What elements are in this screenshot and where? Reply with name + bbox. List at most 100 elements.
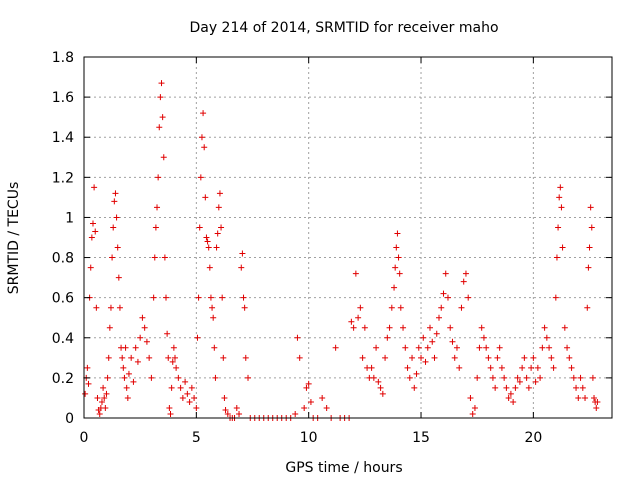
data-point	[163, 294, 170, 301]
data-point	[220, 354, 227, 361]
data-point	[152, 224, 159, 231]
data-point	[514, 374, 521, 381]
data-point	[478, 324, 485, 331]
data-point	[134, 358, 141, 365]
y-tick-label: 0.6	[52, 291, 74, 307]
data-point	[184, 390, 191, 397]
data-point	[418, 354, 425, 361]
data-point	[124, 394, 131, 401]
data-point	[585, 264, 592, 271]
data-point	[161, 254, 168, 261]
data-point	[85, 380, 92, 387]
data-point	[91, 184, 98, 191]
y-tick-label: 1	[65, 210, 74, 226]
data-point	[386, 324, 393, 331]
data-point	[370, 374, 377, 381]
data-point	[169, 358, 176, 365]
data-point	[384, 334, 391, 341]
data-point	[429, 338, 436, 345]
data-point	[359, 354, 366, 361]
data-point	[238, 264, 245, 271]
data-point	[89, 220, 96, 227]
data-point	[543, 334, 550, 341]
data-point	[444, 294, 451, 301]
data-point	[494, 354, 501, 361]
data-point	[570, 374, 577, 381]
data-point	[462, 270, 469, 277]
data-point	[406, 374, 413, 381]
chart-title: Day 214 of 2014, SRMTID for receiver mah…	[189, 20, 498, 36]
data-point	[492, 384, 499, 391]
data-point	[110, 224, 117, 231]
data-point	[182, 378, 189, 385]
data-point	[105, 354, 112, 361]
data-point	[157, 94, 164, 101]
data-point	[92, 228, 99, 235]
data-point	[528, 364, 535, 371]
data-point	[465, 294, 472, 301]
data-point	[292, 410, 299, 417]
data-point	[158, 80, 165, 87]
data-point	[584, 304, 591, 311]
data-point	[357, 304, 364, 311]
data-point	[112, 190, 119, 197]
data-point	[171, 354, 178, 361]
data-point	[221, 394, 228, 401]
data-point	[113, 214, 120, 221]
data-point	[200, 110, 207, 117]
data-point	[555, 224, 562, 231]
data-point	[375, 378, 382, 385]
data-point	[165, 354, 172, 361]
data-point	[96, 410, 103, 417]
data-point	[573, 384, 580, 391]
y-tick-label: 0	[65, 411, 74, 427]
y-tick-label: 1.2	[52, 170, 74, 186]
data-point	[539, 344, 546, 351]
data-point	[550, 364, 557, 371]
data-point	[442, 270, 449, 277]
data-point	[564, 344, 571, 351]
data-point	[594, 398, 601, 405]
data-point	[294, 334, 301, 341]
data-point	[164, 330, 171, 337]
data-point	[102, 404, 109, 411]
data-point	[114, 244, 121, 251]
data-point	[413, 370, 420, 377]
data-point	[556, 194, 563, 201]
data-point	[396, 270, 403, 277]
data-point	[388, 304, 395, 311]
data-point	[480, 334, 487, 341]
data-point	[146, 354, 153, 361]
data-point	[510, 398, 517, 405]
data-point	[469, 410, 476, 417]
data-point	[219, 294, 226, 301]
plot-frame	[83, 56, 613, 419]
data-point	[523, 374, 530, 381]
data-point	[449, 338, 456, 345]
data-point	[241, 304, 248, 311]
data-point	[521, 354, 528, 361]
data-point	[159, 114, 166, 121]
data-point	[382, 354, 389, 361]
data-point	[485, 354, 492, 361]
data-point	[458, 304, 465, 311]
data-point	[393, 244, 400, 251]
data-point	[588, 224, 595, 231]
data-point	[397, 304, 404, 311]
data-point	[368, 364, 375, 371]
data-point	[109, 254, 116, 261]
data-point	[154, 204, 161, 211]
y-tick-label: 0.4	[52, 331, 74, 347]
data-point	[188, 384, 195, 391]
data-point	[130, 378, 137, 385]
data-point	[451, 354, 458, 361]
data-point	[305, 380, 312, 387]
data-point	[166, 404, 173, 411]
data-point	[352, 270, 359, 277]
data-point	[104, 374, 111, 381]
data-point	[476, 344, 483, 351]
data-point	[179, 394, 186, 401]
data-point	[148, 374, 155, 381]
data-point	[546, 344, 553, 351]
